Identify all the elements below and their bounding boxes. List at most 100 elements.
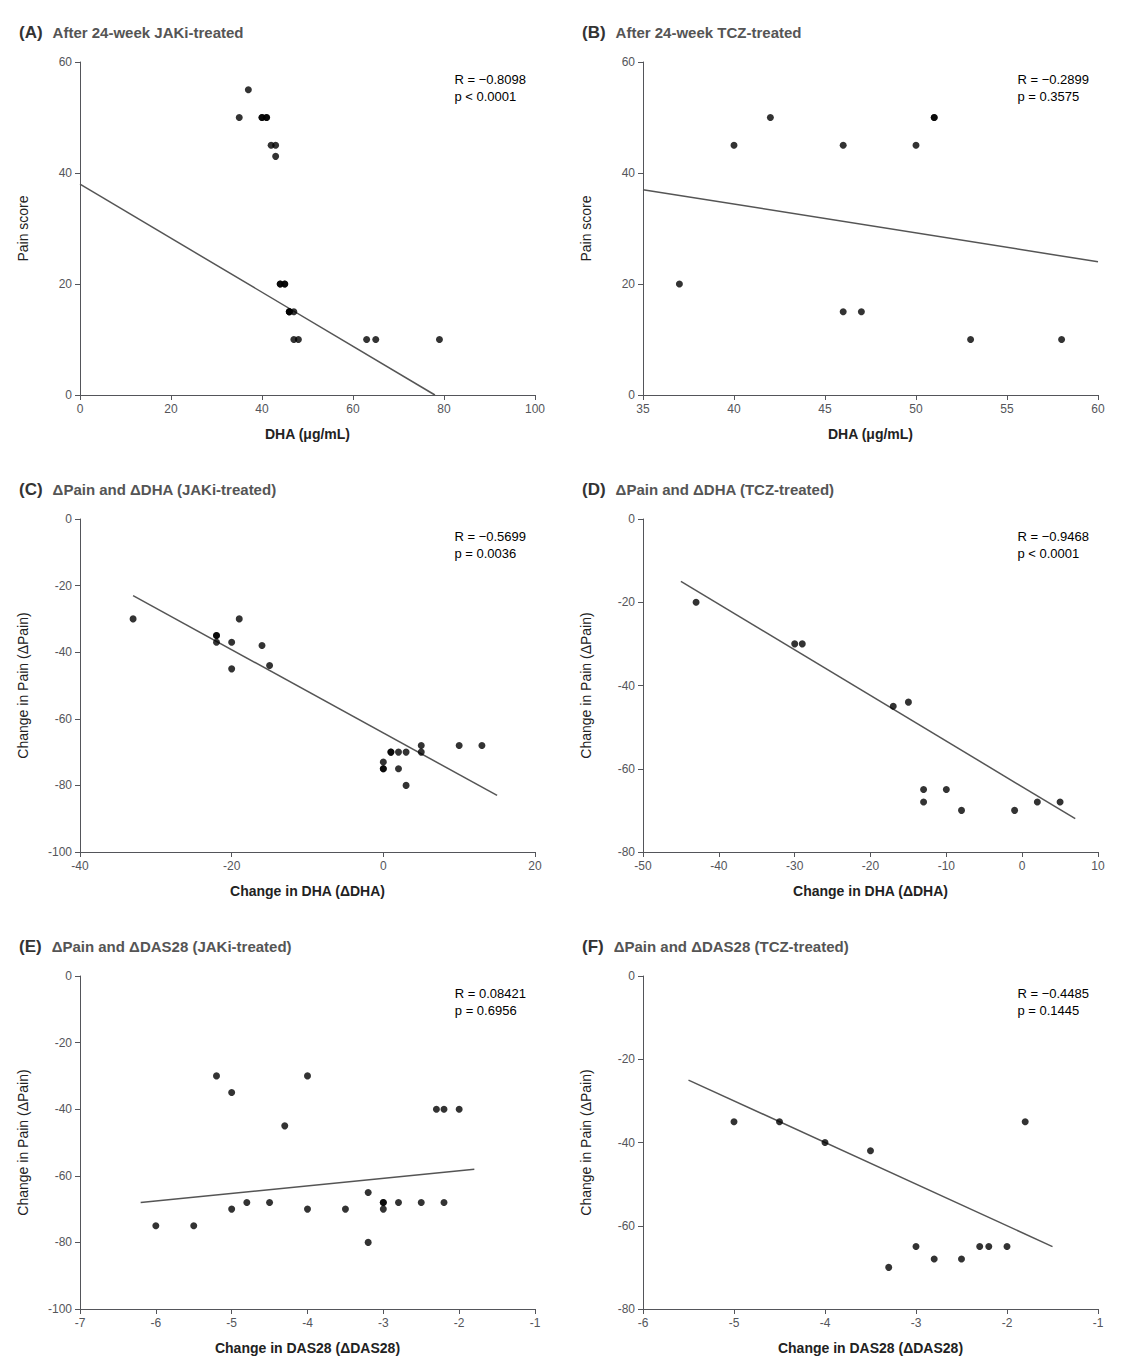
svg-text:(F): (F) (582, 937, 604, 956)
svg-text:-40: -40 (710, 859, 728, 873)
svg-text:(D): (D) (582, 480, 606, 499)
svg-text:(A): (A) (19, 23, 43, 42)
svg-text:(C): (C) (19, 480, 43, 499)
svg-text:p = 0.1445: p = 0.1445 (1017, 1003, 1079, 1018)
svg-text:-5: -5 (729, 1316, 740, 1330)
svg-text:DHA (μg/mL): DHA (μg/mL) (828, 426, 913, 442)
svg-text:-2: -2 (454, 1316, 465, 1330)
svg-text:40: 40 (255, 402, 269, 416)
svg-text:R = −0.5699: R = −0.5699 (454, 529, 526, 544)
svg-text:-80: -80 (55, 778, 73, 792)
svg-text:-20: -20 (862, 859, 880, 873)
svg-text:0: 0 (65, 512, 72, 526)
svg-text:40: 40 (727, 402, 741, 416)
svg-text:20: 20 (164, 402, 178, 416)
svg-text:20: 20 (622, 277, 636, 291)
svg-text:0: 0 (628, 388, 635, 402)
svg-text:-10: -10 (938, 859, 956, 873)
svg-text:60: 60 (59, 55, 73, 69)
svg-text:-3: -3 (378, 1316, 389, 1330)
svg-text:R = −0.2899: R = −0.2899 (1017, 72, 1089, 87)
svg-text:60: 60 (346, 402, 360, 416)
svg-text:R = 0.08421: R = 0.08421 (455, 986, 526, 1001)
svg-text:10: 10 (1091, 859, 1105, 873)
svg-text:-5: -5 (226, 1316, 237, 1330)
svg-text:After 24-week JAKi-treated: After 24-week JAKi-treated (53, 24, 244, 41)
svg-text:60: 60 (1091, 402, 1105, 416)
svg-text:-3: -3 (911, 1316, 922, 1330)
svg-text:-60: -60 (55, 712, 73, 726)
svg-text:p = 0.3575: p = 0.3575 (1017, 89, 1079, 104)
svg-text:-6: -6 (150, 1316, 161, 1330)
svg-text:-2: -2 (1002, 1316, 1013, 1330)
svg-text:40: 40 (622, 166, 636, 180)
svg-text:40: 40 (59, 166, 73, 180)
svg-text:Change in DAS28 (ΔDAS28): Change in DAS28 (ΔDAS28) (215, 1340, 400, 1356)
svg-text:-40: -40 (71, 859, 89, 873)
svg-text:-50: -50 (634, 859, 652, 873)
svg-text:Pain score: Pain score (578, 195, 594, 261)
svg-text:0: 0 (628, 512, 635, 526)
svg-text:ΔPain and ΔDHA (JAKi-treated): ΔPain and ΔDHA (JAKi-treated) (53, 481, 277, 498)
svg-text:-1: -1 (1093, 1316, 1104, 1330)
svg-text:-4: -4 (302, 1316, 313, 1330)
svg-text:Change in DHA (ΔDHA): Change in DHA (ΔDHA) (230, 883, 385, 899)
svg-text:Change in Pain (ΔPain): Change in Pain (ΔPain) (578, 1069, 594, 1215)
svg-text:35: 35 (636, 402, 650, 416)
svg-text:-7: -7 (75, 1316, 86, 1330)
svg-text:Change in Pain (ΔPain): Change in Pain (ΔPain) (15, 612, 31, 758)
svg-text:-40: -40 (55, 645, 73, 659)
svg-text:-100: -100 (48, 1302, 72, 1316)
svg-text:R = −0.9468: R = −0.9468 (1017, 529, 1089, 544)
svg-text:-20: -20 (223, 859, 241, 873)
svg-text:(B): (B) (582, 23, 606, 42)
svg-text:-80: -80 (618, 1302, 636, 1316)
svg-text:100: 100 (525, 402, 545, 416)
svg-text:-80: -80 (55, 1235, 73, 1249)
svg-text:p = 0.6956: p = 0.6956 (455, 1003, 517, 1018)
svg-text:DHA (μg/mL): DHA (μg/mL) (265, 426, 350, 442)
svg-text:0: 0 (380, 859, 387, 873)
svg-text:-80: -80 (618, 845, 636, 859)
svg-text:ΔPain and ΔDAS28 (TCZ-treated): ΔPain and ΔDAS28 (TCZ-treated) (614, 938, 849, 955)
svg-text:Change in DAS28 (ΔDAS28): Change in DAS28 (ΔDAS28) (778, 1340, 963, 1356)
svg-text:55: 55 (1000, 402, 1014, 416)
svg-text:20: 20 (59, 277, 73, 291)
svg-text:After 24-week TCZ-treated: After 24-week TCZ-treated (616, 24, 802, 41)
svg-text:p = 0.0036: p = 0.0036 (454, 546, 516, 561)
svg-text:0: 0 (628, 969, 635, 983)
svg-text:-60: -60 (618, 1219, 636, 1233)
svg-text:-20: -20 (55, 579, 73, 593)
svg-text:-20: -20 (618, 595, 636, 609)
svg-text:-40: -40 (55, 1102, 73, 1116)
svg-text:0: 0 (1019, 859, 1026, 873)
svg-text:50: 50 (909, 402, 923, 416)
svg-text:R = −0.4485: R = −0.4485 (1017, 986, 1089, 1001)
svg-text:0: 0 (65, 388, 72, 402)
svg-text:-100: -100 (48, 845, 72, 859)
svg-text:p < 0.0001: p < 0.0001 (454, 89, 516, 104)
svg-text:ΔPain and ΔDHA (TCZ-treated): ΔPain and ΔDHA (TCZ-treated) (616, 481, 835, 498)
svg-text:Pain score: Pain score (15, 195, 31, 261)
svg-text:Change in DHA (ΔDHA): Change in DHA (ΔDHA) (793, 883, 948, 899)
svg-text:20: 20 (528, 859, 542, 873)
svg-text:0: 0 (77, 402, 84, 416)
svg-text:-4: -4 (820, 1316, 831, 1330)
svg-text:-20: -20 (618, 1052, 636, 1066)
svg-text:ΔPain and ΔDAS28 (JAKi-treated: ΔPain and ΔDAS28 (JAKi-treated) (52, 938, 292, 955)
svg-text:0: 0 (65, 969, 72, 983)
svg-text:60: 60 (622, 55, 636, 69)
svg-text:p < 0.0001: p < 0.0001 (1017, 546, 1079, 561)
svg-text:-1: -1 (530, 1316, 541, 1330)
svg-text:(E): (E) (19, 937, 42, 956)
svg-text:Change in Pain (ΔPain): Change in Pain (ΔPain) (15, 1069, 31, 1215)
svg-text:Change in Pain (ΔPain): Change in Pain (ΔPain) (578, 612, 594, 758)
svg-text:-20: -20 (55, 1036, 73, 1050)
svg-text:-60: -60 (618, 762, 636, 776)
svg-text:-40: -40 (618, 1136, 636, 1150)
svg-text:-60: -60 (55, 1169, 73, 1183)
svg-text:-6: -6 (638, 1316, 649, 1330)
svg-text:R = −0.8098: R = −0.8098 (454, 72, 526, 87)
svg-text:-40: -40 (618, 679, 636, 693)
svg-text:80: 80 (437, 402, 451, 416)
